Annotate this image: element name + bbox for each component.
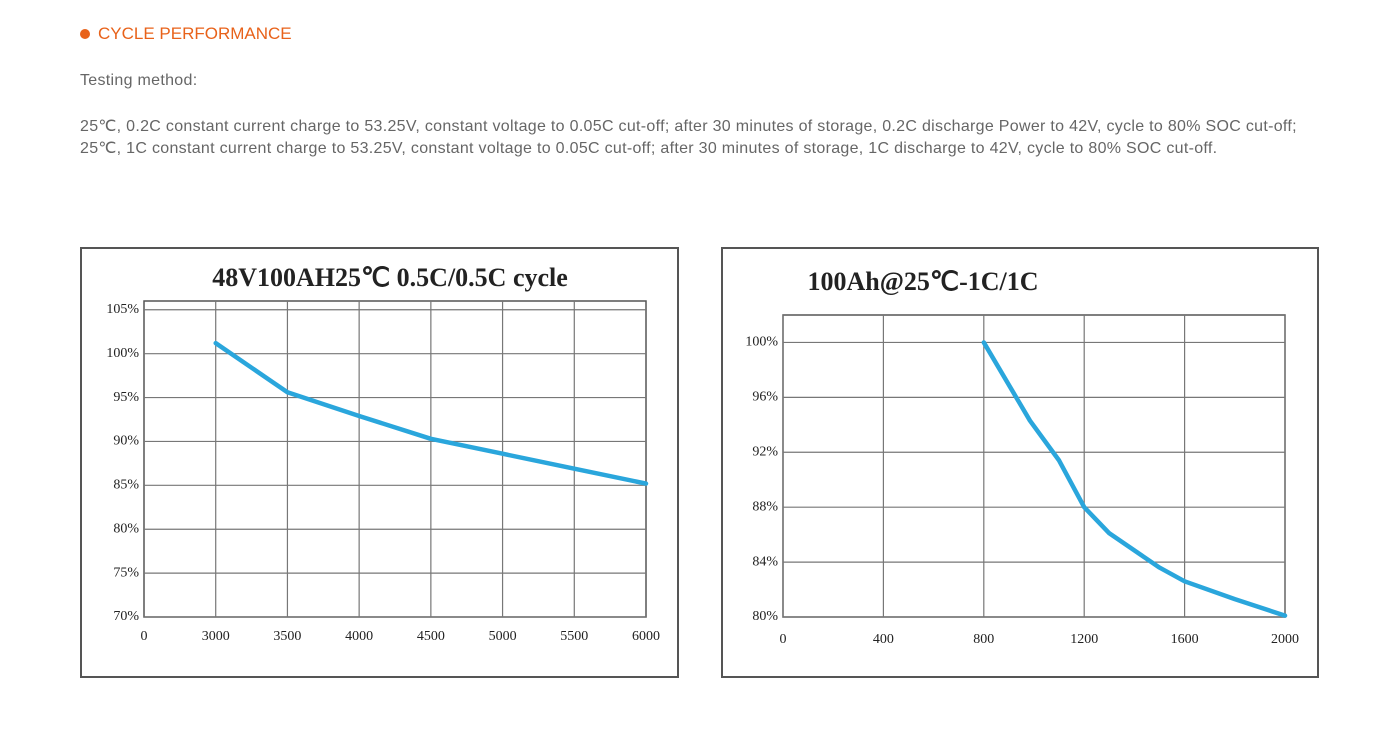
section-title: CYCLE PERFORMANCE — [80, 24, 292, 44]
y-tick-label: 80% — [752, 609, 778, 624]
x-tick-label: 5500 — [560, 629, 588, 644]
y-tick-label: 100% — [745, 335, 778, 350]
x-tick-label: 0 — [141, 629, 148, 644]
paragraph: 25℃, 1C constant current charge to 53.25… — [80, 140, 1218, 157]
y-tick-label: 85% — [113, 478, 139, 493]
x-tick-label: 4000 — [345, 629, 373, 644]
y-tick-label: 95% — [113, 390, 139, 405]
x-tick-label: 3500 — [273, 629, 301, 644]
y-tick-label: 80% — [113, 521, 139, 536]
x-tick-label: 5000 — [489, 629, 517, 644]
data-line — [981, 340, 1288, 618]
x-tick-label: 0 — [780, 632, 787, 647]
chart-frame — [721, 247, 1319, 678]
x-tick-label: 3000 — [202, 629, 230, 644]
y-tick-label: 100% — [106, 346, 139, 361]
data-line — [213, 340, 649, 486]
x-tick-label: 800 — [973, 632, 994, 647]
y-tick-label: 96% — [752, 390, 778, 405]
x-tick-label: 400 — [873, 632, 894, 647]
y-tick-label: 70% — [113, 609, 139, 624]
y-tick-label: 84% — [752, 554, 778, 569]
chart-title: 48V100AH25℃ 0.5C/0.5C cycle — [212, 263, 568, 292]
x-tick-label: 1600 — [1171, 632, 1199, 647]
x-tick-label: 1200 — [1070, 632, 1098, 647]
y-tick-label: 88% — [752, 499, 778, 514]
y-tick-label: 105% — [106, 302, 139, 317]
y-tick-label: 90% — [113, 434, 139, 449]
plot-area — [143, 300, 647, 618]
paragraph: 25℃, 0.2C constant current charge to 53.… — [80, 118, 1297, 135]
y-tick-label: 75% — [113, 565, 139, 580]
plot-area — [782, 314, 1286, 618]
x-tick-label: 6000 — [632, 629, 660, 644]
subtitle: Testing method: — [80, 72, 198, 89]
x-tick-label: 4500 — [417, 629, 445, 644]
method-text: 25℃, 0.2C constant current charge to 53.… — [80, 116, 1325, 160]
x-tick-label: 2000 — [1271, 632, 1299, 647]
chart-title: 100Ah@25℃-1C/1C — [807, 267, 1038, 296]
chart-frame — [80, 247, 679, 678]
y-tick-label: 92% — [752, 444, 778, 459]
